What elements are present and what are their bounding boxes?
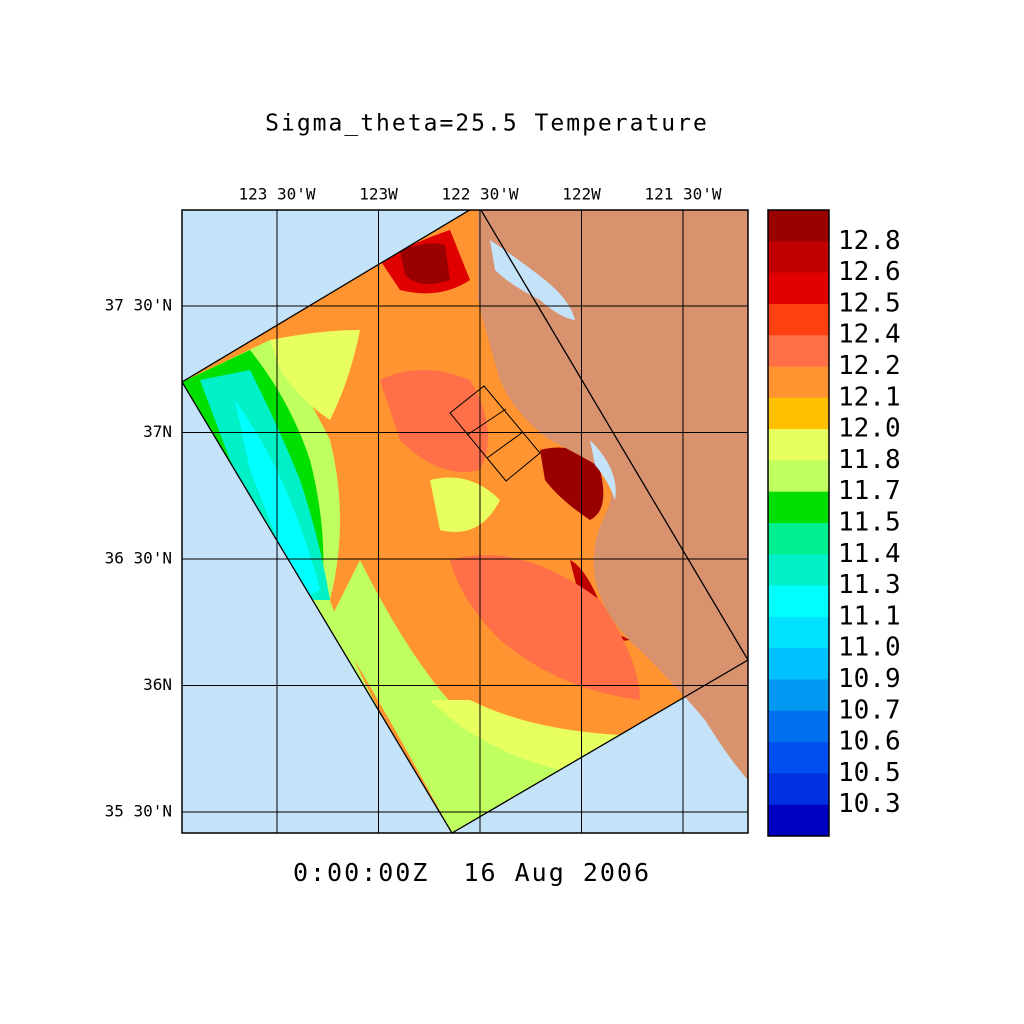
lon-label: 122W [562, 185, 601, 204]
axis-labels: 123 30'W 123W 122 30'W 122W 121 30'W 37 30'N 3… [105, 185, 722, 821]
colorbar-box [768, 804, 829, 837]
colorbar-label: 12.8 [838, 226, 901, 256]
temperature-field [182, 210, 748, 833]
colorbar-box [768, 710, 829, 743]
colorbar-label: 12.1 [838, 382, 901, 412]
time-label: 0:00:00Z 16 Aug 2006 [293, 858, 651, 887]
lat-label: 37N [143, 422, 172, 441]
colorbar: 12.812.612.512.412.212.112.011.811.711.5… [768, 210, 901, 837]
colorbar-box [768, 335, 829, 367]
colorbar-box [768, 210, 829, 242]
colorbar-label: 11.4 [838, 539, 901, 569]
grid [182, 210, 748, 833]
colorbar-label: 12.5 [838, 288, 901, 318]
sub-domain-line [486, 431, 524, 459]
colorbar-box [768, 742, 829, 774]
colorbar-box [768, 585, 829, 618]
colorbar-label: 11.5 [838, 508, 901, 538]
colorbar-label: 10.7 [838, 695, 901, 725]
map-area [182, 210, 748, 833]
colorbar-label: 11.8 [838, 445, 901, 475]
colorbar-label: 10.3 [838, 789, 901, 819]
colorbar-box [768, 554, 829, 587]
lat-label: 37 30'N [105, 296, 172, 315]
colorbar-label: 12.4 [838, 320, 901, 350]
colorbar-box [768, 303, 829, 336]
lon-label: 122 30'W [441, 185, 518, 204]
domain-outline [182, 210, 748, 833]
colorbar-box [768, 616, 829, 649]
colorbar-box [768, 491, 829, 524]
colorbar-label: 12.6 [838, 257, 901, 287]
colorbar-label: 11.3 [838, 570, 901, 600]
lat-label: 35 30'N [105, 802, 172, 821]
lon-label: 123W [359, 185, 398, 204]
colorbar-label: 10.6 [838, 727, 901, 757]
colorbar-label: 11.7 [838, 476, 901, 506]
colorbar-frame [767, 209, 830, 837]
colorbar-label: 12.2 [838, 351, 901, 381]
colorbar-box [768, 272, 829, 305]
colorbar-box [768, 366, 829, 399]
colorbar-box [768, 397, 829, 430]
colorbar-label: 12.0 [838, 414, 901, 444]
colorbar-box [768, 679, 829, 712]
sub-domain-line [466, 408, 507, 436]
colorbar-box [768, 648, 829, 680]
colorbar-label: 10.5 [838, 758, 901, 788]
title: Sigma_theta=25.5 Temperature [265, 111, 709, 137]
colorbar-box [768, 429, 829, 461]
colorbar-box [768, 241, 829, 274]
lon-label: 121 30'W [644, 185, 721, 204]
colorbar-box [768, 523, 829, 555]
lon-label: 123 30'W [238, 185, 315, 204]
bay [590, 440, 616, 500]
colorbar-box [768, 460, 829, 493]
colorbar-label: 10.9 [838, 664, 901, 694]
lat-label: 36 30'N [105, 549, 172, 568]
colorbar-box [768, 773, 829, 806]
land [478, 210, 748, 780]
colorbar-label: 11.1 [838, 601, 901, 631]
colorbar-label: 11.0 [838, 633, 901, 663]
map-frame [181, 209, 749, 834]
lat-label: 36N [143, 675, 172, 694]
